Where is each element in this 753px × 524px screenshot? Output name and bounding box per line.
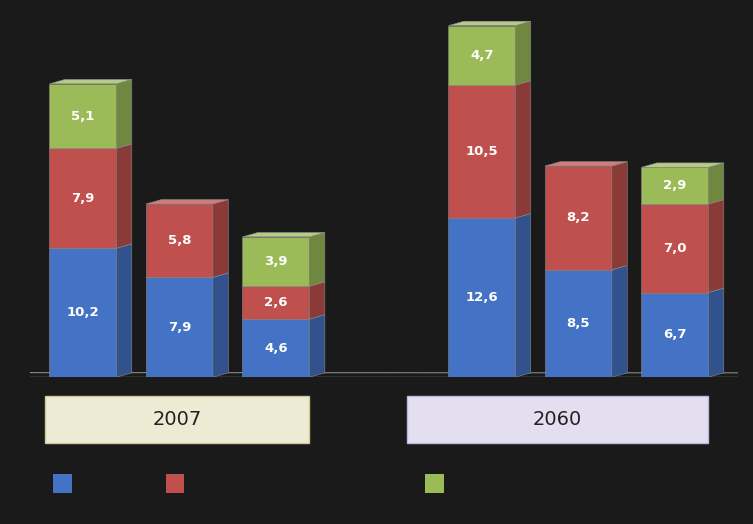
Polygon shape [545, 265, 627, 270]
Polygon shape [709, 200, 724, 292]
Text: 10,2: 10,2 [66, 306, 99, 319]
Polygon shape [642, 288, 724, 292]
Polygon shape [146, 277, 213, 377]
Text: 12,6: 12,6 [465, 291, 498, 304]
Text: 2,9: 2,9 [663, 179, 687, 192]
Polygon shape [709, 163, 724, 204]
Polygon shape [448, 85, 515, 218]
Polygon shape [642, 163, 724, 167]
Polygon shape [242, 233, 325, 237]
Polygon shape [515, 81, 531, 218]
Polygon shape [709, 288, 724, 377]
Polygon shape [242, 315, 325, 319]
Text: 6,7: 6,7 [663, 329, 687, 342]
Text: 4,7: 4,7 [470, 49, 493, 62]
Polygon shape [448, 213, 531, 218]
Text: 5,8: 5,8 [168, 234, 191, 247]
Text: 2,6: 2,6 [264, 296, 288, 309]
Polygon shape [545, 166, 612, 270]
Text: 2060: 2060 [532, 410, 582, 429]
Polygon shape [309, 233, 325, 286]
Text: 2007: 2007 [152, 410, 202, 429]
Polygon shape [146, 273, 228, 277]
Polygon shape [545, 161, 627, 166]
Text: 4,6: 4,6 [264, 342, 288, 355]
Polygon shape [242, 282, 325, 286]
Polygon shape [448, 81, 531, 85]
Polygon shape [117, 144, 132, 248]
Polygon shape [642, 200, 724, 204]
Polygon shape [50, 80, 132, 84]
Polygon shape [448, 26, 515, 85]
Polygon shape [146, 204, 213, 277]
Text: 10,5: 10,5 [465, 145, 498, 158]
Polygon shape [50, 144, 132, 148]
Polygon shape [50, 244, 132, 248]
Polygon shape [213, 200, 228, 277]
Polygon shape [146, 200, 228, 204]
Polygon shape [309, 315, 325, 377]
Polygon shape [612, 161, 627, 270]
Polygon shape [642, 292, 709, 377]
Polygon shape [50, 148, 117, 248]
Polygon shape [50, 248, 117, 377]
Polygon shape [612, 265, 627, 377]
Text: 7,0: 7,0 [663, 242, 687, 255]
Polygon shape [50, 84, 117, 148]
Text: 5,1: 5,1 [72, 110, 95, 123]
Text: 3,9: 3,9 [264, 255, 288, 268]
Text: 8,2: 8,2 [566, 211, 590, 224]
Polygon shape [515, 21, 531, 85]
Polygon shape [642, 167, 709, 204]
Polygon shape [242, 319, 309, 377]
Polygon shape [448, 218, 515, 377]
Polygon shape [242, 286, 309, 319]
Polygon shape [448, 21, 531, 26]
Polygon shape [117, 244, 132, 377]
Polygon shape [515, 213, 531, 377]
Polygon shape [309, 282, 325, 319]
Polygon shape [242, 237, 309, 286]
Text: 8,5: 8,5 [566, 317, 590, 330]
Polygon shape [545, 270, 612, 377]
Polygon shape [213, 273, 228, 377]
Text: 7,9: 7,9 [72, 192, 95, 205]
Text: 7,9: 7,9 [168, 321, 191, 334]
Polygon shape [642, 204, 709, 292]
Polygon shape [117, 80, 132, 148]
